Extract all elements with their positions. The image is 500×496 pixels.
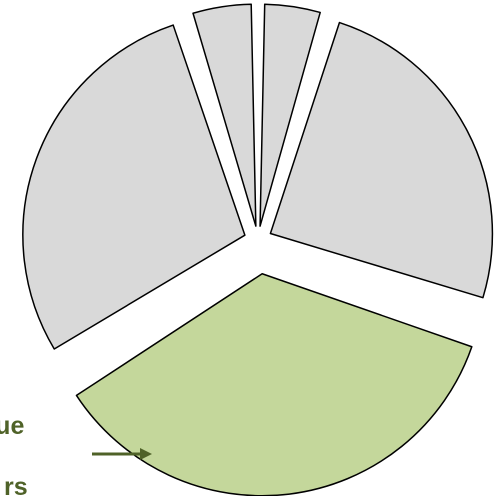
pie-slice-2	[269, 21, 494, 299]
pie-slice-highlighted	[75, 273, 473, 496]
right-arrow-icon	[92, 448, 152, 460]
callout-label: enue	[0, 412, 25, 440]
pie-slice-1	[259, 3, 321, 227]
callout-sublabel: rs	[4, 473, 28, 496]
pie-slice-4	[22, 24, 246, 350]
pie-slices	[22, 3, 494, 496]
pie-slice-5	[192, 3, 257, 227]
